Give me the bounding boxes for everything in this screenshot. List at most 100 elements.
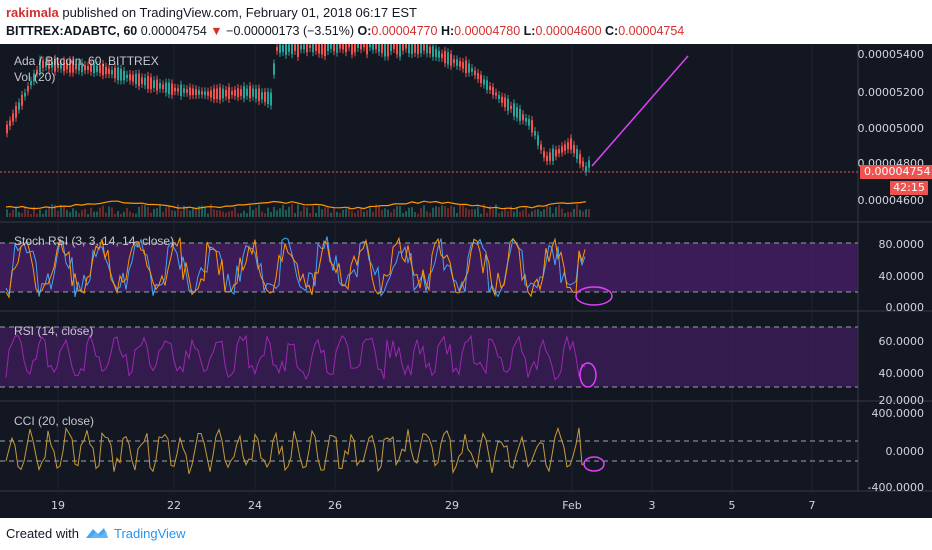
volume-bar [351,211,353,217]
rsi-axis-label: 20.0000 [878,394,925,407]
candle-body [117,67,119,81]
candle-body [453,59,455,64]
volume-bar [459,204,461,217]
candle-body [27,86,29,92]
volume-bar [234,207,236,217]
price-axis-label: 0.00005400 [857,48,924,61]
stoch-axis-label: 0.0000 [885,301,925,314]
annotation-ellipse [579,362,597,388]
candle-body [72,60,74,73]
candle-body [468,63,470,73]
price-axis-label: 0.00005000 [857,122,924,135]
volume-bar [306,207,308,217]
candle-body [114,67,116,79]
volume-bar [276,210,278,217]
candle-body [360,44,362,50]
candle-body [315,44,317,51]
stoch-axis-label: 40.0000 [878,270,925,283]
candle-body [213,88,215,100]
candle-body [546,155,548,162]
candle-body [324,44,326,57]
volume-bar [372,211,374,217]
candle-body [60,62,62,69]
candle-body [405,44,407,49]
volume-bar [369,207,371,217]
volume-bar [33,206,35,217]
volume-bar [474,209,476,217]
volume-bar [546,204,548,217]
volume-bar [195,208,197,217]
volume-bar [555,207,557,217]
volume-bar [321,209,323,217]
candle-body [66,62,68,70]
volume-bar [72,208,74,217]
volume-legend: Vol (20) [14,70,56,84]
candle-body [555,149,557,157]
candle-body [264,91,266,102]
volume-bar [582,211,584,217]
candle-body [399,44,401,57]
candle-body [288,44,290,52]
candle-body [249,86,251,99]
tradingview-logo-icon[interactable] [84,525,110,544]
candle-body [441,53,443,58]
volume-bar [66,210,68,217]
tradingview-brand-link[interactable]: TradingView [114,526,186,541]
volume-bar [174,210,176,217]
candle-body [537,135,539,146]
volume-bar [381,209,383,217]
candle-body [522,114,524,121]
chart-area[interactable]: Ada / Bitcoin, 60, BITTREX Vol (20) Stoc… [0,44,932,518]
volume-bar [423,205,425,217]
volume-bar [261,211,263,217]
volume-bar [273,206,275,217]
candle-body [471,68,473,72]
down-arrow-icon: ▼ [210,24,223,38]
candle-body [333,44,335,52]
chart-canvas[interactable] [0,44,932,518]
volume-bar [255,207,257,217]
high-value: 0.00004780 [454,24,521,38]
volume-bar [57,210,59,217]
candle-body [255,88,257,99]
volume-bar [585,209,587,217]
volume-bar [375,204,377,217]
volume-bar [462,205,464,217]
volume-bar [504,208,506,217]
candle-body [336,44,338,53]
volume-bar [579,209,581,217]
candle-body [300,44,302,50]
annotation-ellipse [575,286,613,306]
candle-body [369,44,371,48]
volume-bar [525,207,527,217]
candle-body [171,83,173,95]
candle-body [495,92,497,96]
volume-bar [51,204,53,217]
candle-body [225,89,227,97]
candle-body [366,44,368,55]
volume-bar [270,212,272,217]
candle-body [348,44,350,48]
candle-body [87,65,89,70]
candle-body [261,92,263,100]
candle-body [396,44,398,55]
volume-bar [429,212,431,217]
candle-body [276,47,278,51]
close-label: C: [605,24,619,38]
volume-bar [291,204,293,217]
volume-bar [189,210,191,217]
volume-bar [543,209,545,217]
volume-bar [576,204,578,217]
candle-body [180,84,182,96]
volume-bar [348,206,350,217]
volume-bar [231,210,233,217]
volume-bar [12,209,14,217]
candle-body [123,70,125,81]
author-link[interactable]: rakimala [6,5,59,20]
candle-body [279,44,281,53]
cci-axis-label: 400.0000 [871,407,925,420]
volume-bar [324,207,326,217]
candle-body [21,94,23,106]
volume-bar [135,213,137,217]
candle-body [411,44,413,55]
